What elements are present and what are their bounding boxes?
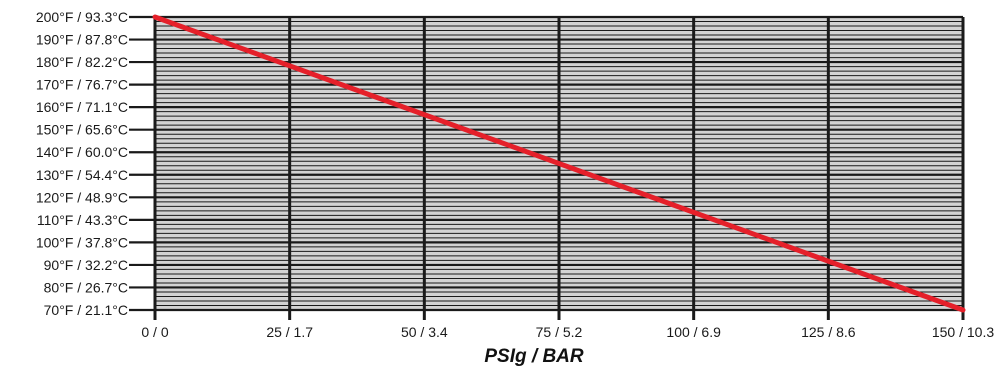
- x-tick-label: 0 / 0: [141, 324, 168, 340]
- y-tick-label: 110°F / 43.3°C: [37, 212, 128, 228]
- y-tick-label: 180°F / 82.2°C: [36, 54, 128, 70]
- y-tick-label: 70°F / 21.1°C: [44, 302, 128, 318]
- y-tick-label: 150°F / 65.6°C: [36, 122, 128, 138]
- x-tick-label: 150 / 10.3: [932, 324, 994, 340]
- y-tick-label: 140°F / 60.0°C: [36, 144, 128, 160]
- y-tick-label: 100°F / 37.8°C: [36, 234, 128, 250]
- x-tick-label: 75 / 5.2: [536, 324, 583, 340]
- y-tick-label: 90°F / 32.2°C: [44, 257, 128, 273]
- x-tick-label: 50 / 3.4: [401, 324, 448, 340]
- y-tick-label: 190°F / 87.8°C: [36, 32, 128, 48]
- x-tick-labels: 0 / 0 25 / 1.7 50 / 3.4 75 / 5.2 100 / 6.9 12…: [141, 324, 994, 340]
- tick-marks: [129, 15, 965, 320]
- x-tick-label: 125 / 8.6: [801, 324, 856, 340]
- y-tick-labels: 70°F / 21.1°C 80°F / 26.7°C 90°F / 32.2°C 1…: [36, 9, 128, 318]
- x-tick-label: 100 / 6.9: [666, 324, 721, 340]
- x-axis-title: PSIg / BAR: [484, 346, 584, 367]
- y-tick-label: 120°F / 48.9°C: [36, 189, 128, 205]
- x-tick-label: 25 / 1.7: [266, 324, 313, 340]
- y-tick-label: 130°F / 54.4°C: [36, 167, 128, 183]
- y-tick-label: 80°F / 26.7°C: [44, 279, 128, 295]
- series-layer: [152, 14, 966, 313]
- series-line: [152, 14, 966, 313]
- y-tick-label: 200°F / 93.3°C: [36, 9, 128, 25]
- y-tick-label: 160°F / 71.1°C: [36, 99, 128, 115]
- y-tick-label: 170°F / 76.7°C: [36, 77, 128, 93]
